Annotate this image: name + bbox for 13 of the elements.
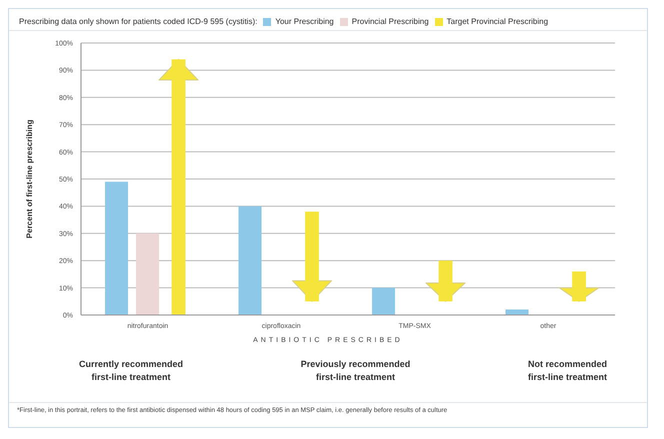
legend-label: Your Prescribing: [275, 17, 334, 26]
text: Not recommended first-line treatment: [528, 358, 607, 384]
bar: [238, 206, 262, 315]
legend-label: Provincial Prescribing: [352, 17, 429, 26]
bar: [105, 182, 128, 315]
chart-title: Prescribing data only shown for patients coded ICD-9 595 (cystitis):: [19, 17, 258, 26]
text: Currently recommended first-line treatment: [79, 358, 184, 384]
legend-label: Target Provincial Prescribing: [446, 17, 548, 26]
y-axis-title: Percent of first-line prescribing: [24, 120, 34, 238]
bar: [372, 288, 396, 315]
bar: [506, 310, 529, 315]
text: Previously recommended first-line treatment: [300, 358, 410, 384]
bar: [136, 233, 160, 315]
